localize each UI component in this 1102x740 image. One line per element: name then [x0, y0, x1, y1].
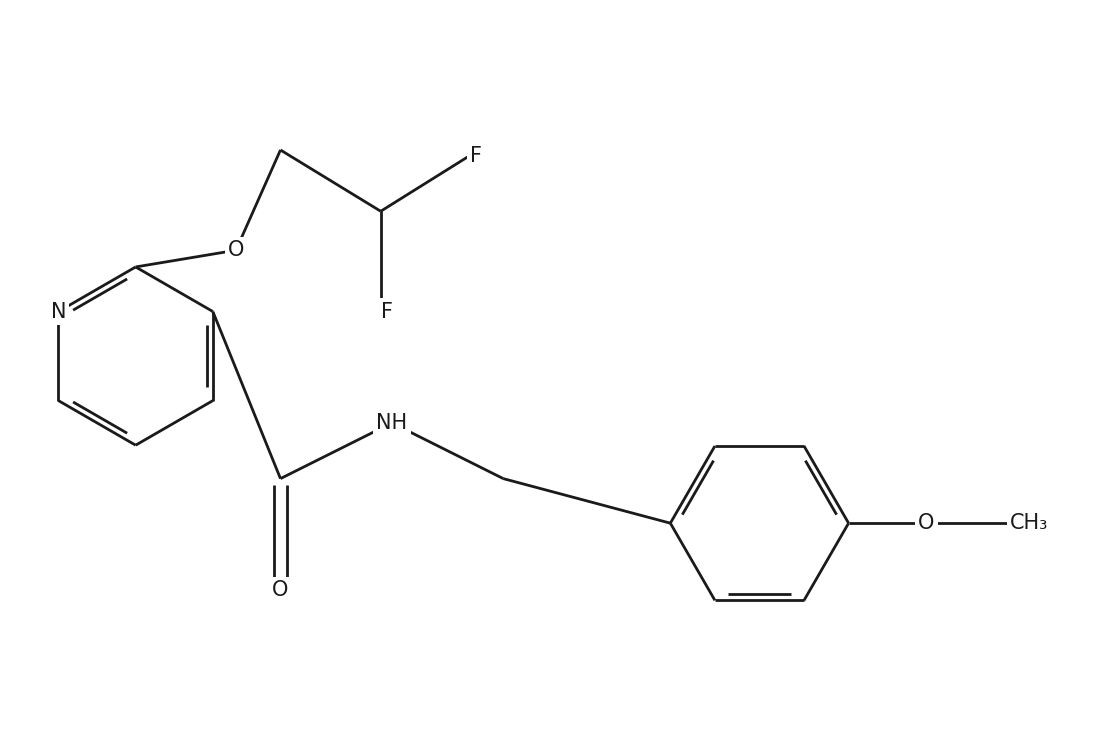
Text: O: O [918, 513, 934, 533]
Text: N: N [51, 301, 66, 321]
Text: F: F [469, 146, 482, 166]
Text: O: O [272, 580, 289, 600]
Text: CH₃: CH₃ [1011, 513, 1048, 533]
Text: F: F [380, 301, 392, 321]
Text: O: O [228, 240, 245, 260]
Text: NH: NH [376, 413, 408, 433]
